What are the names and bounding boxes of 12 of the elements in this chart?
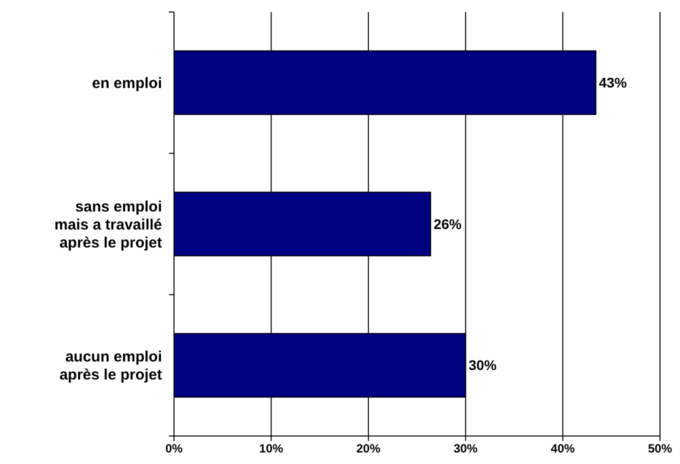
y-tick-label: aucun emploi après le projet: [59, 348, 162, 384]
data-label: 26%: [434, 216, 462, 232]
x-tick-label: 50%: [648, 442, 672, 456]
x-tick-label: 30%: [454, 442, 478, 456]
y-tick-label: sans emploi mais a travaillé après le projet: [54, 198, 162, 252]
x-tick-label: 40%: [550, 442, 576, 456]
y-tick-label: en emploi: [92, 74, 162, 92]
x-tick-label: 20%: [356, 442, 381, 456]
x-tick-label: 10%: [259, 442, 284, 456]
data-label: 43%: [598, 74, 628, 91]
x-tick-label: 0%: [165, 442, 183, 456]
data-label: 30%: [468, 357, 498, 374]
